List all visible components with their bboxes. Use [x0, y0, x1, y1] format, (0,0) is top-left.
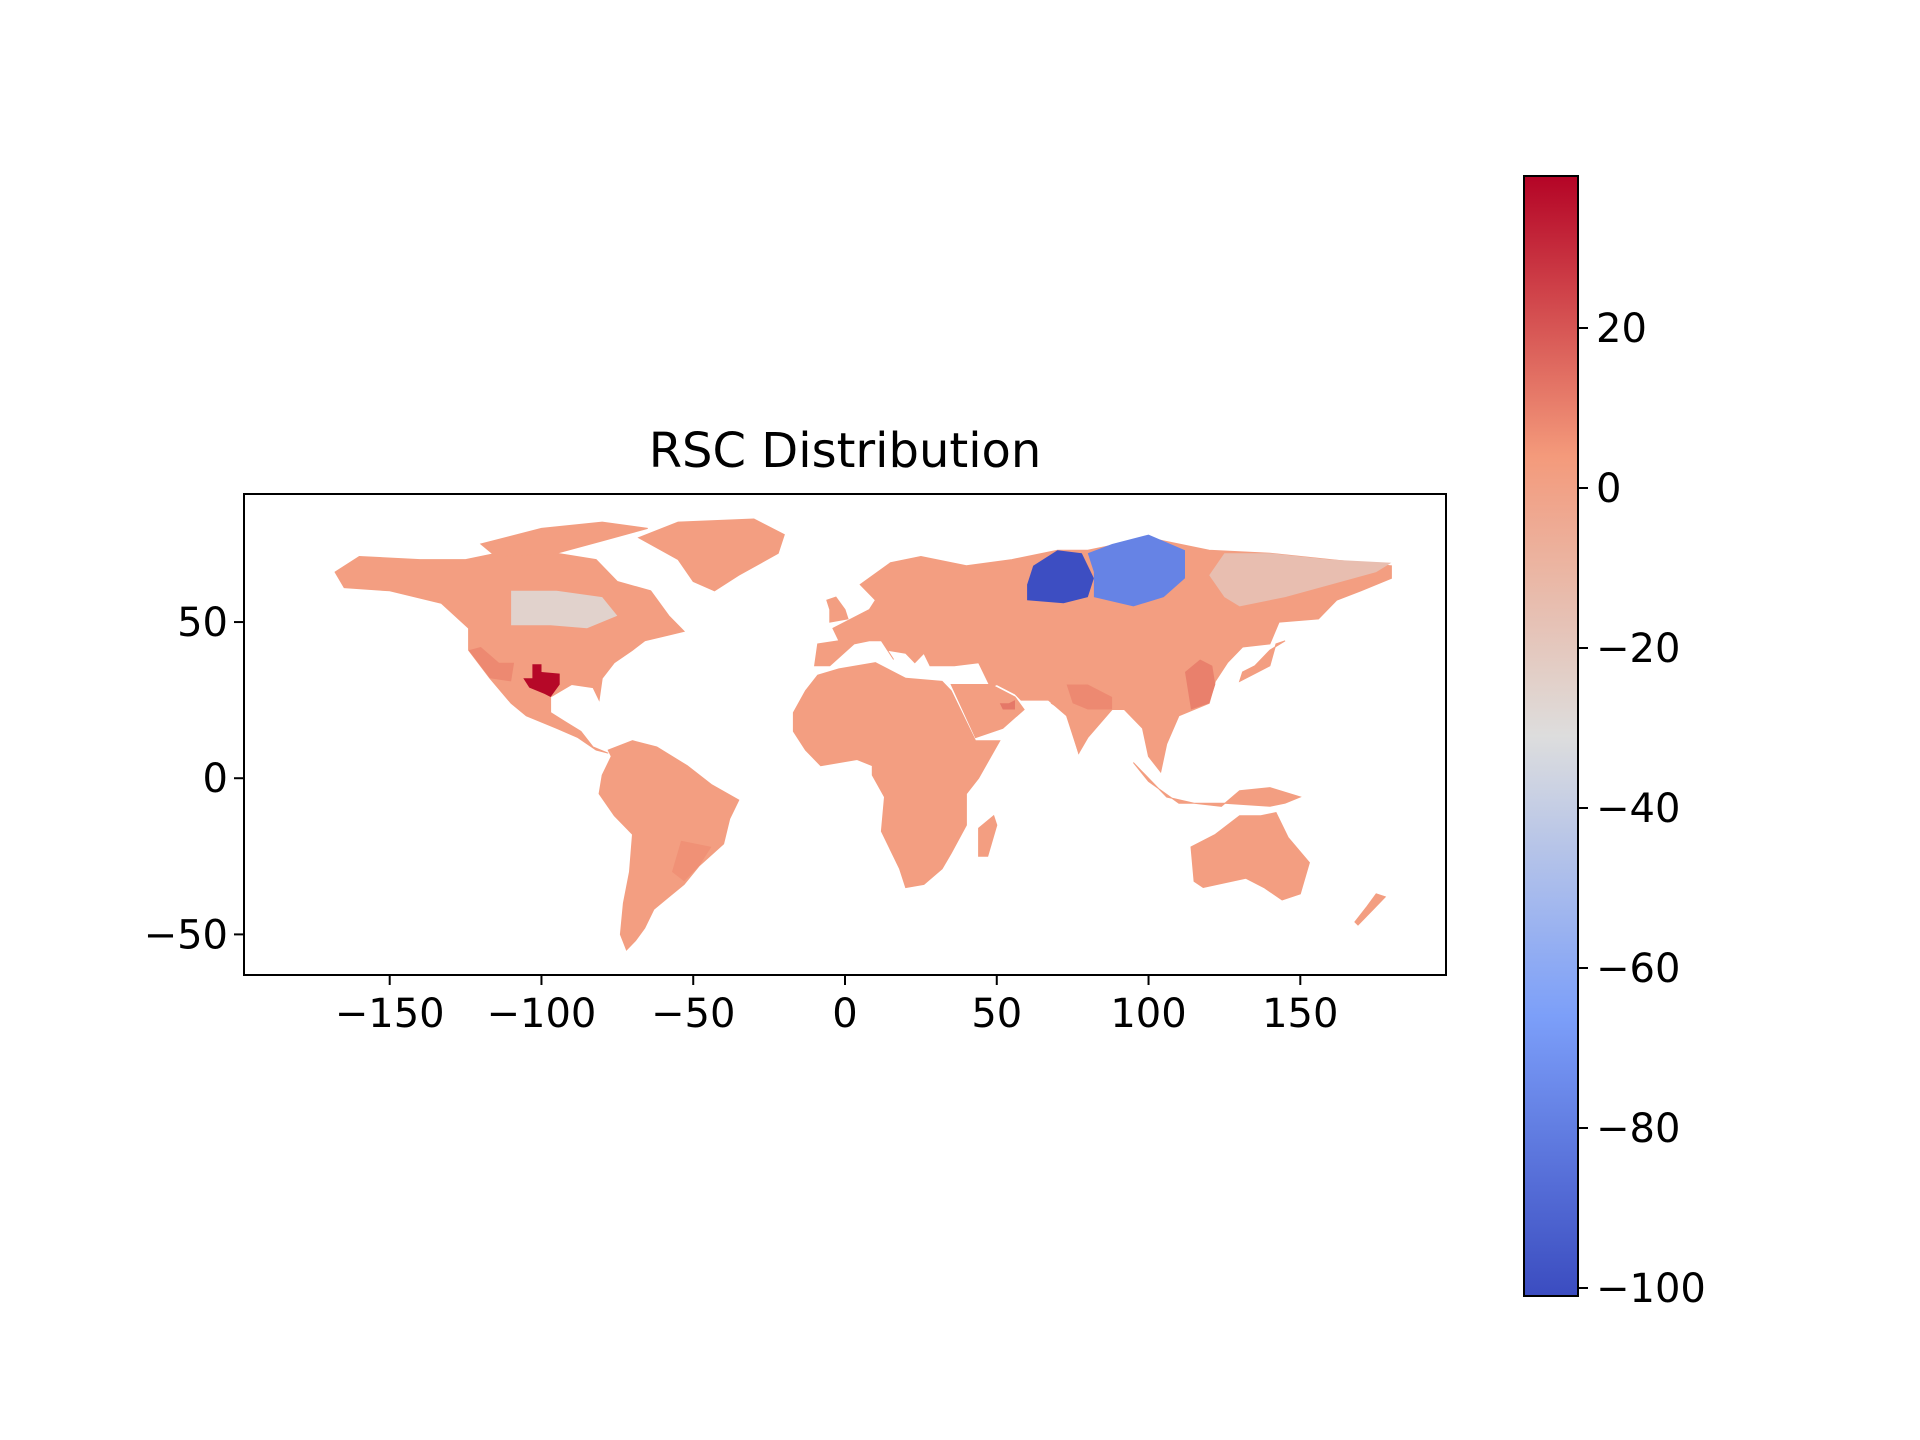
y-axis: 50 0 −50	[144, 600, 244, 958]
colorbar-tick-label: 0	[1596, 466, 1621, 512]
x-tick-label: 50	[971, 991, 1022, 1037]
x-tick-label: −150	[335, 991, 445, 1037]
y-tick-label: 50	[177, 600, 228, 646]
x-tick-label: 0	[832, 991, 857, 1037]
region-texas-usa	[523, 664, 560, 697]
y-tick-label: −50	[144, 912, 228, 958]
colorbar-frame	[1523, 175, 1579, 1297]
region-arabian-peninsula-uae-area	[999, 700, 1015, 710]
landmasses	[334, 518, 1392, 951]
colorbar-tick-label: −80	[1596, 1106, 1680, 1152]
land-australia	[1190, 812, 1310, 901]
land-new-zealand	[1354, 893, 1387, 926]
region-northern-india	[1066, 684, 1113, 710]
land-greenland	[637, 518, 785, 592]
map-plot-area	[243, 493, 1447, 976]
colorbar-tick-label: −100	[1596, 1266, 1706, 1312]
colorbar-ticks: 20 0 −20 −40 −60 −80 −100	[1578, 306, 1706, 1312]
x-tick-label: 100	[1110, 991, 1186, 1037]
land-japan	[1238, 640, 1286, 683]
colorbar: 20 0 −20 −40 −60 −80 −100	[1523, 175, 1706, 1312]
land-indonesia	[1133, 762, 1302, 807]
colorbar-tick-label: −20	[1596, 626, 1680, 672]
region-southern-brazil	[672, 840, 712, 882]
x-tick-label: −100	[487, 991, 597, 1037]
x-axis: −150 −100 −50 0 50 100 150	[335, 975, 1338, 1037]
land-arabia	[950, 684, 1025, 739]
colorbar-tick-label: −60	[1596, 946, 1680, 992]
region-south-western-usa	[468, 647, 515, 682]
x-tick-label: −50	[651, 991, 735, 1037]
chart-title: RSC Distribution	[649, 423, 1042, 479]
region-eastern-china-coast	[1185, 659, 1216, 710]
land-canadian-arctic	[479, 521, 648, 558]
land-madagascar	[978, 814, 998, 857]
colorbar-tick-label: 20	[1596, 306, 1647, 352]
region-west-siberia-yamalo-nenets-area	[1027, 550, 1094, 604]
x-tick-label: 150	[1262, 991, 1338, 1037]
land-south-america	[598, 740, 740, 951]
region-eastern-siberia	[1209, 553, 1392, 607]
land-uk	[826, 596, 849, 623]
colorbar-fill	[1524, 176, 1578, 1296]
land-africa	[792, 662, 1001, 889]
y-tick-label: 0	[203, 756, 228, 802]
region-central-siberia-krasnoyarsk-area	[1087, 534, 1185, 607]
region-central-canada	[511, 590, 618, 629]
colorbar-tick-label: −40	[1596, 786, 1680, 832]
